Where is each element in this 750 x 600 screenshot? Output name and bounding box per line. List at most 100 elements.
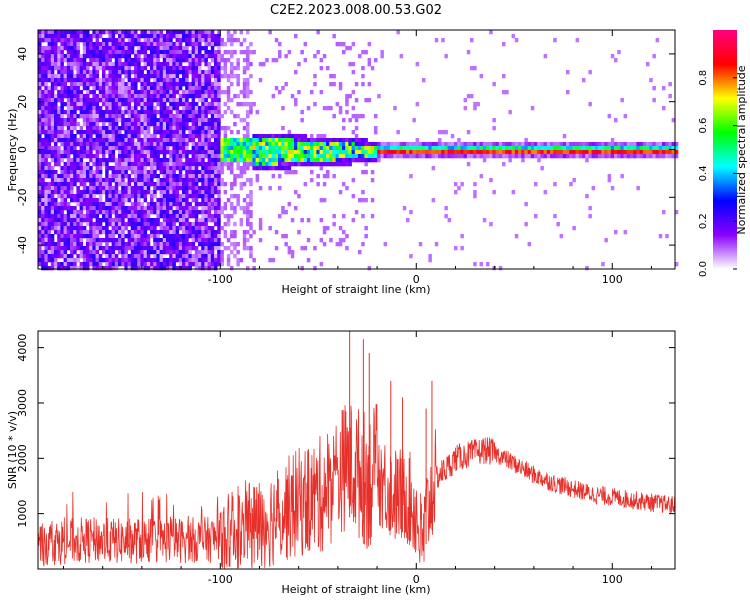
- heatmap-cell: [204, 234, 208, 239]
- heatmap-cell: [63, 262, 68, 267]
- heatmap-cell: [191, 94, 196, 99]
- heatmap-cell: [230, 162, 234, 167]
- heatmap-cell: [159, 186, 164, 191]
- heatmap-cell: [194, 166, 199, 171]
- heatmap-cell: [473, 154, 477, 159]
- heatmap-cell: [76, 210, 80, 215]
- heatmap-cell: [89, 38, 93, 43]
- heatmap-cell: [127, 46, 132, 51]
- heatmap-cell: [60, 234, 64, 239]
- heatmap-cell: [230, 138, 234, 143]
- heatmap-cell: [153, 166, 157, 171]
- heatmap-cell: [172, 74, 176, 79]
- heatmap-cell: [102, 146, 106, 151]
- heatmap-cell: [191, 134, 196, 139]
- heatmap-cell: [502, 146, 506, 151]
- heatmap-cell: [201, 250, 205, 255]
- heatmap-cell: [114, 182, 119, 187]
- heatmap-cell: [70, 74, 74, 79]
- heatmap-cell: [50, 198, 55, 203]
- heatmap-cell: [143, 138, 148, 143]
- heatmap-cell: [178, 118, 183, 123]
- heatmap-cell: [482, 158, 487, 163]
- heatmap-cell: [194, 78, 199, 83]
- heatmap-cell: [194, 226, 199, 231]
- heatmap-cell: [166, 106, 170, 111]
- heatmap-cell: [290, 162, 295, 167]
- heatmap-cell: [188, 30, 192, 35]
- heatmap-cell: [121, 230, 125, 235]
- heatmap-cell: [121, 242, 125, 247]
- heatmap-cell: [604, 150, 608, 155]
- heatmap-cell: [134, 98, 138, 103]
- heatmap-cell: [156, 46, 160, 51]
- heatmap-cell: [41, 178, 45, 183]
- heatmap-cell: [38, 50, 42, 55]
- heatmap-cell: [143, 78, 148, 83]
- heatmap-cell: [118, 162, 122, 167]
- heatmap-cell: [70, 186, 74, 191]
- heatmap-cell: [454, 146, 458, 151]
- heatmap-cell: [194, 114, 199, 119]
- heatmap-cell: [271, 58, 276, 63]
- heatmap-cell: [54, 42, 58, 47]
- heatmap-cell: [76, 90, 80, 95]
- heatmap-cell: [38, 250, 42, 255]
- heatmap-cell: [114, 106, 119, 111]
- heatmap-cell: [204, 90, 208, 95]
- heatmap-cell: [185, 162, 189, 167]
- heatmap-cell: [153, 134, 157, 139]
- heatmap-cell: [310, 170, 314, 175]
- heatmap-cell: [201, 190, 205, 195]
- heatmap-cell: [198, 242, 202, 247]
- heatmap-cell: [134, 178, 138, 183]
- heatmap-cell: [204, 218, 208, 223]
- heatmap-cell: [210, 134, 215, 139]
- heatmap-cell: [82, 66, 87, 71]
- heatmap-cell: [60, 202, 64, 207]
- heatmap-cell: [636, 186, 640, 191]
- heatmap-cell: [76, 254, 80, 259]
- heatmap-cell: [332, 150, 336, 155]
- heatmap-cell: [146, 86, 151, 91]
- heatmap-cell: [319, 198, 324, 203]
- heatmap-cell: [102, 46, 106, 51]
- heatmap-cell: [73, 42, 77, 47]
- heatmap-cell: [130, 82, 135, 87]
- heatmap-cell: [156, 174, 160, 179]
- heatmap-cell: [265, 166, 269, 171]
- heatmap-cell: [153, 118, 157, 123]
- heatmap-cell: [92, 226, 96, 231]
- heatmap-cell: [178, 86, 183, 91]
- heatmap-cell: [50, 126, 55, 131]
- heatmap-cell: [194, 106, 199, 111]
- heatmap-cell: [473, 146, 477, 151]
- heatmap-cell: [265, 154, 269, 159]
- heatmap-cell: [57, 114, 61, 119]
- heatmap-cell: [169, 38, 173, 43]
- heatmap-cell: [226, 222, 231, 227]
- heatmap-cell: [188, 206, 192, 211]
- heatmap-cell: [134, 94, 138, 99]
- heatmap-cell: [239, 158, 244, 163]
- heatmap-cell: [140, 86, 144, 91]
- heatmap-cell: [233, 30, 237, 35]
- heatmap-cell: [47, 54, 52, 59]
- heatmap-cell: [143, 86, 148, 91]
- heatmap-cell: [89, 54, 93, 59]
- heatmap-cell: [239, 42, 244, 47]
- heatmap-cell: [82, 202, 87, 207]
- heatmap-cell: [102, 70, 106, 75]
- colorbar-tick-label: 0.8: [698, 70, 709, 86]
- heatmap-cell: [79, 226, 84, 231]
- heatmap-cell: [194, 162, 199, 167]
- heatmap-cell: [316, 174, 320, 179]
- heatmap-cell: [98, 110, 103, 115]
- heatmap-cell: [166, 178, 170, 183]
- heatmap-cell: [166, 110, 170, 115]
- heatmap-cell: [57, 38, 61, 43]
- heatmap-cell: [354, 158, 359, 163]
- heatmap-cell: [169, 58, 173, 63]
- heatmap-cell: [390, 146, 394, 151]
- heatmap-cell: [182, 242, 186, 247]
